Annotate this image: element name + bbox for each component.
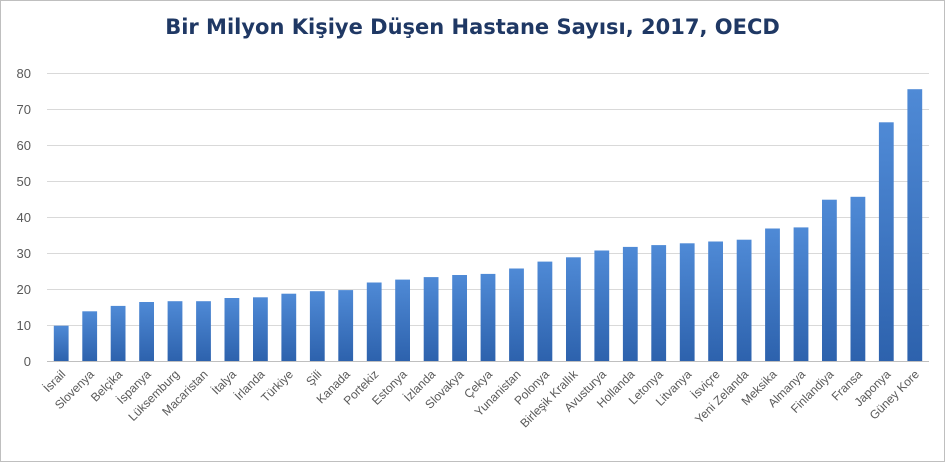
bar (224, 298, 240, 361)
bar (139, 302, 154, 361)
bar (338, 290, 354, 361)
bar (480, 273, 496, 361)
bar (309, 291, 325, 361)
y-tick-label: 0 (24, 354, 31, 369)
bars (53, 89, 923, 361)
bar (651, 245, 667, 361)
bar (196, 301, 211, 361)
y-tick-label: 20 (17, 282, 31, 297)
y-tick-label: 70 (17, 102, 31, 117)
x-axis-labels: İsrailSlovenyaBelçikaİspanyaLüksemburgMa… (41, 367, 923, 431)
y-tick-label: 10 (17, 318, 31, 333)
bar (509, 268, 524, 361)
x-tick-label: Türkiye (258, 367, 296, 405)
y-tick-label: 30 (17, 246, 31, 261)
bar (53, 325, 69, 361)
bar (537, 261, 553, 361)
bar (822, 199, 837, 361)
bar (253, 297, 268, 361)
bar (907, 89, 923, 361)
y-tick-label: 40 (17, 210, 31, 225)
bar (423, 277, 439, 361)
bar (110, 305, 126, 361)
y-tick-label: 60 (17, 138, 31, 153)
bar (281, 293, 297, 361)
bar (793, 227, 809, 361)
y-axis-ticks: 0 10 20 30 40 50 60 70 80 (17, 66, 31, 369)
bar (736, 239, 752, 361)
bar (594, 250, 610, 361)
bar (850, 196, 866, 361)
bar (765, 228, 780, 361)
y-tick-label: 50 (17, 174, 31, 189)
bar (395, 279, 410, 361)
chart-title: Bir Milyon Kişiye Düşen Hastane Sayısı, … (165, 15, 780, 39)
bar (679, 243, 695, 361)
bar (622, 246, 638, 361)
y-tick-label: 80 (17, 66, 31, 81)
bar (566, 257, 581, 361)
bar (167, 301, 183, 361)
x-tick-label: Şili (303, 367, 324, 388)
bar (366, 282, 382, 361)
bar (708, 241, 723, 361)
bar (452, 275, 467, 361)
bar (82, 311, 98, 361)
bar (878, 122, 894, 361)
